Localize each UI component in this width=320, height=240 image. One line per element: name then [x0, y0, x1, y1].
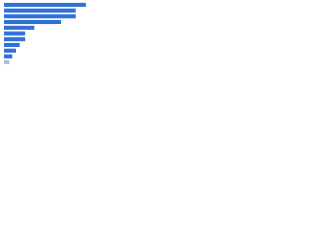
- chart: [4, 2, 86, 65]
- page: {"chart_data": {"type": "bar", "orientat…: [0, 0, 100, 71]
- bar: [4, 8, 76, 13]
- bar: [4, 20, 62, 25]
- bar: [4, 37, 26, 42]
- bar: [4, 60, 10, 65]
- bar: [4, 14, 76, 19]
- bar: [4, 25, 35, 30]
- bar: [4, 42, 20, 47]
- bar: [4, 2, 86, 7]
- bar: [4, 31, 26, 36]
- bar: [4, 54, 13, 59]
- bar: [4, 48, 16, 53]
